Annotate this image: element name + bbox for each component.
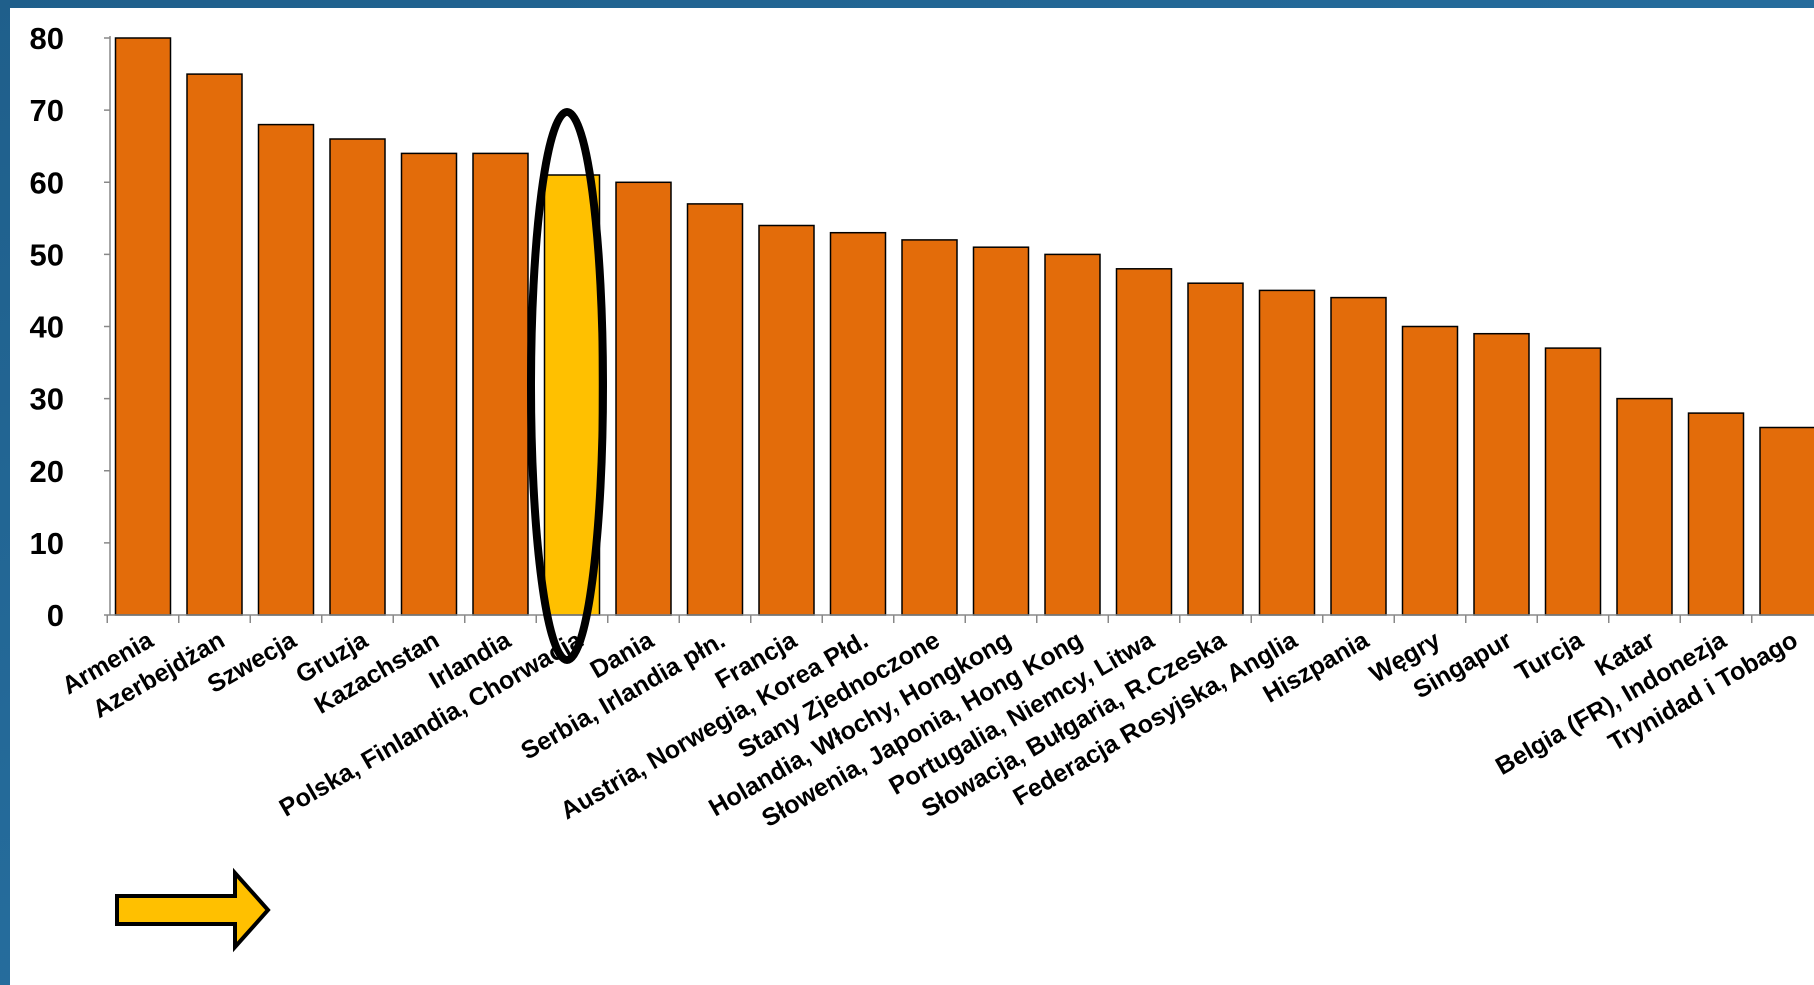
bar-stany-zjednoczone (901, 239, 958, 616)
y-tick-label-20: 20 (30, 454, 64, 489)
bar-armenia (114, 37, 172, 616)
bar-singapur (1473, 332, 1530, 616)
bar-portugalia-niemcy-litwa (1115, 268, 1173, 616)
bar-kazachstan (400, 152, 458, 616)
bar-slowenia-japonia-hong-kong (1044, 253, 1101, 616)
y-tick-label-50: 50 (30, 237, 64, 272)
bar-francja (758, 224, 815, 616)
bar-hiszpania (1330, 296, 1387, 616)
bar-austria-norwegia-korea-pld (829, 231, 887, 616)
bar-turcja (1544, 347, 1602, 616)
bar-holandia-wlochy-hongkong (972, 246, 1030, 616)
bar-federacja-rosyjska-anglia (1258, 289, 1316, 616)
bar-katar (1616, 397, 1673, 616)
y-tick-label-40: 40 (30, 310, 64, 345)
bar-dania (615, 181, 672, 616)
bars-layer (114, 37, 1814, 616)
y-tick-label-60: 60 (30, 165, 64, 200)
bar-slowacja-bulgaria-r-czeska (1187, 282, 1244, 616)
y-tick-label-30: 30 (30, 382, 64, 417)
bar-polska-finlandia-chorwacja (543, 174, 601, 616)
bar-serbia-irlandia-pln (686, 203, 744, 616)
highlight-ellipse (527, 108, 607, 664)
axes-layer (104, 36, 1814, 623)
bar-trynidad-i-tobago (1759, 426, 1814, 616)
y-tick-label-80: 80 (30, 21, 64, 56)
y-tick-labels: 0 10 20 30 40 50 60 70 80 (30, 21, 64, 633)
arrow-right-icon (115, 867, 271, 953)
y-tick-label-70: 70 (30, 93, 64, 128)
bar-gruzja (329, 138, 386, 616)
y-tick-label-10: 10 (30, 526, 64, 561)
bar-irlandia (472, 152, 529, 616)
annotations-layer (115, 108, 607, 953)
y-tick-label-0: 0 (47, 598, 64, 633)
bar-azerbejdzan (186, 73, 243, 616)
bar-szwecja (257, 123, 315, 616)
bar-belgia-fr-indonezja (1687, 412, 1745, 616)
bar-wegry (1401, 325, 1459, 616)
